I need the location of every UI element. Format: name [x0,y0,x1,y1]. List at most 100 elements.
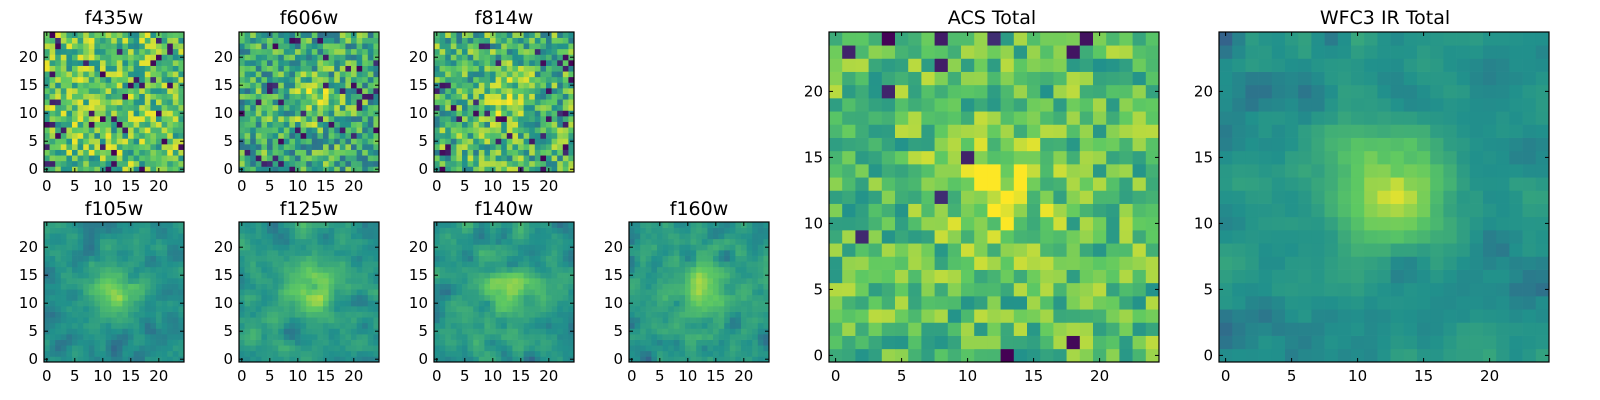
heatmap-cell [55,48,62,55]
heatmap-cell [283,300,290,307]
heatmap-cell [518,350,524,357]
heatmap-cell [523,121,530,128]
heatmap-cell [278,65,285,72]
heatmap-cell [72,37,78,44]
heatmap-cell [645,222,652,228]
heatmap-cell [144,149,151,156]
heatmap-cell [116,317,123,324]
heatmap-cell [72,345,78,352]
heatmap-cell [255,233,262,240]
heatmap-cell [60,255,67,262]
heatmap-cell [718,300,725,307]
heatmap-cell [713,345,719,352]
heatmap-cell [529,244,536,251]
heatmap-cell [529,278,536,284]
heatmap-cell [272,82,279,89]
heatmap-cell [484,144,491,150]
heatmap-cell [546,322,552,329]
heatmap-cell [88,322,95,329]
heatmap-cell [1013,190,1028,204]
heatmap-cell [546,99,552,106]
heatmap-cell [105,82,112,89]
heatmap-cell [283,339,290,346]
heatmap-cell [518,116,524,122]
heatmap-cell [921,164,935,178]
heatmap-cell [267,144,273,150]
heatmap-cell [272,121,279,128]
heatmap-cell [167,345,174,352]
heatmap-cell [328,48,335,55]
heatmap-cell [551,155,558,162]
heatmap-cell [855,322,869,336]
heatmap-cell [713,350,719,357]
heatmap-cell [111,356,118,363]
heatmap-cell [640,272,647,279]
heatmap-cell [501,356,508,363]
heatmap-cell [456,37,463,44]
heatmap-cell [1066,322,1081,336]
heatmap-cell [250,93,257,100]
heatmap-cell [150,32,157,38]
heatmap-cell [283,54,290,61]
heatmap-cell [267,334,273,340]
heatmap-cell [842,322,856,336]
heatmap-cell [44,99,50,106]
heatmap-cell [445,48,452,55]
heatmap-cell [1079,256,1094,270]
heatmap-cell [657,294,663,301]
heatmap-cell [178,104,185,111]
heatmap-cell [100,60,106,66]
heatmap-cell [456,116,463,122]
heatmap-cell [1119,216,1133,231]
heatmap-cell [156,71,162,78]
heatmap-cell [283,93,290,100]
heatmap-cell [295,250,301,256]
heatmap-cell [987,190,1001,204]
heatmap-cell [278,37,285,44]
heatmap-cell [250,233,257,240]
heatmap-cell [334,48,341,55]
heatmap-cell [651,261,658,268]
heatmap-cell [334,60,341,66]
heatmap-cell [512,76,519,83]
heatmap-cell [111,104,118,111]
heatmap-cell [478,54,485,61]
heatmap-cell [1079,269,1094,284]
heatmap-cell [456,311,463,318]
heatmap-cell [161,334,168,340]
heatmap-cell [172,289,179,296]
heatmap-cell [868,296,883,310]
heatmap-cell [49,350,56,357]
heatmap-cell [100,65,106,72]
heatmap-cell [651,322,658,329]
heatmap-cell [512,356,519,363]
heatmap-cell [434,93,440,100]
heatmap-cell [306,160,313,167]
heatmap-cell [161,65,168,72]
heatmap-cell [741,306,747,312]
heatmap-cell [467,278,474,284]
heatmap-cell [167,238,174,245]
heatmap-cells-f105w [44,222,185,363]
heatmap-cell [707,233,714,240]
heatmap-cell [645,334,652,340]
heatmap-cell [111,82,118,89]
heatmap-cell [456,266,463,273]
heatmap-cell [144,227,151,234]
heatmap-cell [473,93,480,100]
heatmap-cell [373,93,380,100]
heatmap-cell [679,266,686,273]
heatmap-cell [529,166,536,173]
heatmap-cell [317,121,324,128]
heatmap-cell [1106,269,1120,284]
heatmap-cell [881,282,896,297]
heatmap-cell [60,227,67,234]
heatmap-cell [156,283,162,290]
heatmap-cell [250,76,257,83]
heatmap-cell [94,144,101,150]
heatmap-cell [339,60,346,66]
heatmap-cell [645,250,652,256]
heatmap-cell [445,65,452,72]
heatmap-cell [283,311,290,318]
heatmap-cell [478,48,485,55]
